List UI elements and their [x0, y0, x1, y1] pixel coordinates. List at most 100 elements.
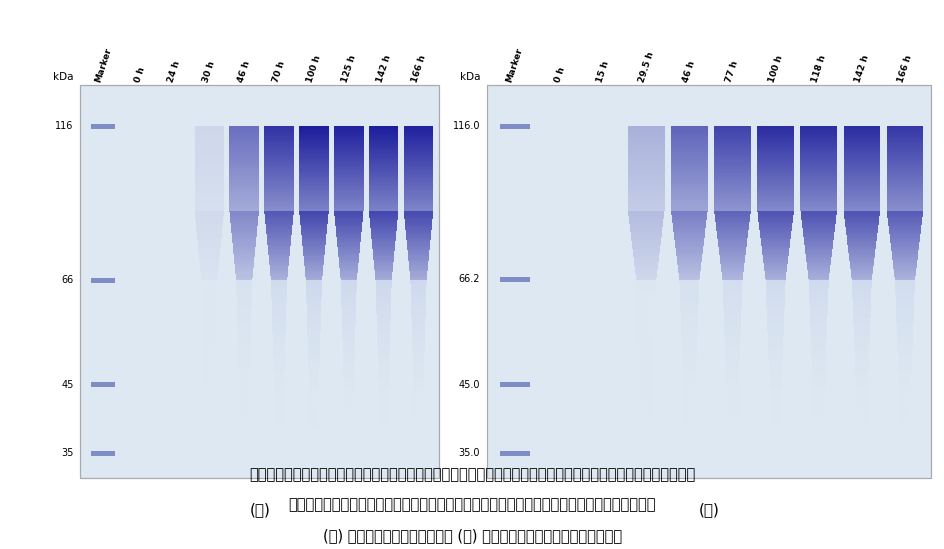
Bar	[194, 194, 224, 195]
Bar	[683, 382, 695, 385]
Bar	[887, 227, 920, 228]
Bar	[194, 186, 224, 187]
Bar	[229, 207, 259, 209]
Bar	[809, 306, 827, 310]
Bar	[194, 192, 224, 193]
Bar	[885, 201, 922, 203]
Bar	[768, 374, 782, 378]
Bar	[766, 295, 784, 299]
Bar	[802, 238, 833, 239]
Bar	[409, 266, 428, 267]
Bar	[271, 295, 286, 299]
Bar	[303, 256, 324, 257]
Bar	[264, 216, 293, 217]
Bar	[229, 200, 259, 201]
Bar	[683, 378, 695, 382]
Bar	[333, 187, 363, 189]
Bar	[403, 211, 432, 212]
Bar	[264, 128, 294, 129]
Bar	[849, 257, 873, 259]
Bar	[627, 133, 664, 135]
Bar	[264, 215, 294, 216]
Bar	[229, 210, 259, 211]
Bar	[892, 264, 916, 265]
Bar	[270, 276, 287, 277]
Bar	[268, 250, 290, 251]
Bar	[627, 149, 664, 150]
Bar	[368, 183, 398, 184]
Bar	[403, 126, 433, 128]
Bar	[204, 367, 214, 371]
Bar	[275, 416, 283, 419]
Bar	[306, 292, 321, 295]
Bar	[342, 326, 355, 329]
Bar	[264, 182, 294, 183]
Bar	[670, 139, 707, 141]
Bar	[800, 163, 836, 165]
Bar	[403, 207, 433, 209]
Bar	[670, 169, 707, 170]
Bar	[854, 367, 868, 371]
Bar	[343, 367, 354, 371]
Bar	[765, 277, 785, 278]
Bar	[413, 374, 423, 378]
Bar	[850, 267, 872, 268]
Bar	[229, 179, 259, 180]
Bar	[375, 272, 392, 273]
Bar	[718, 254, 745, 255]
Bar	[885, 207, 922, 209]
Bar	[843, 158, 879, 159]
Bar	[403, 131, 433, 132]
Bar	[670, 132, 707, 133]
Bar	[843, 139, 879, 141]
Bar	[234, 265, 253, 266]
Bar	[412, 329, 425, 333]
Bar	[403, 138, 433, 139]
Bar	[848, 249, 874, 250]
Bar	[405, 226, 431, 227]
Bar	[264, 163, 294, 165]
Bar	[855, 397, 867, 401]
Bar	[769, 416, 780, 419]
Bar	[756, 160, 793, 162]
Bar	[716, 234, 747, 236]
Bar	[632, 246, 660, 247]
Bar	[637, 314, 654, 318]
Bar	[408, 259, 429, 260]
Bar	[299, 131, 329, 132]
Bar	[271, 279, 287, 280]
Bar	[674, 240, 703, 241]
Bar	[236, 279, 252, 280]
Bar	[809, 299, 827, 303]
Bar	[369, 216, 397, 217]
Bar	[627, 155, 664, 156]
Bar	[843, 153, 879, 155]
Bar	[803, 241, 833, 242]
Bar	[634, 271, 657, 272]
Bar	[640, 397, 651, 401]
Bar	[676, 261, 700, 262]
Bar	[194, 215, 224, 216]
Bar	[813, 412, 823, 416]
Bar	[229, 143, 259, 145]
Bar	[714, 179, 750, 180]
Bar	[268, 256, 289, 257]
Bar	[306, 279, 322, 280]
Bar	[406, 233, 430, 234]
Bar	[727, 408, 737, 412]
Bar	[376, 310, 391, 314]
Bar	[843, 135, 879, 136]
Bar	[769, 393, 781, 397]
Bar	[376, 306, 391, 310]
Bar	[714, 148, 750, 149]
Bar	[403, 135, 433, 136]
Bar	[885, 183, 922, 184]
Bar	[304, 261, 324, 262]
Bar	[813, 408, 823, 412]
Bar	[896, 340, 912, 344]
Bar	[300, 225, 327, 226]
Bar	[300, 227, 327, 228]
Bar	[194, 139, 224, 141]
Bar	[301, 237, 326, 238]
Bar	[758, 223, 792, 224]
